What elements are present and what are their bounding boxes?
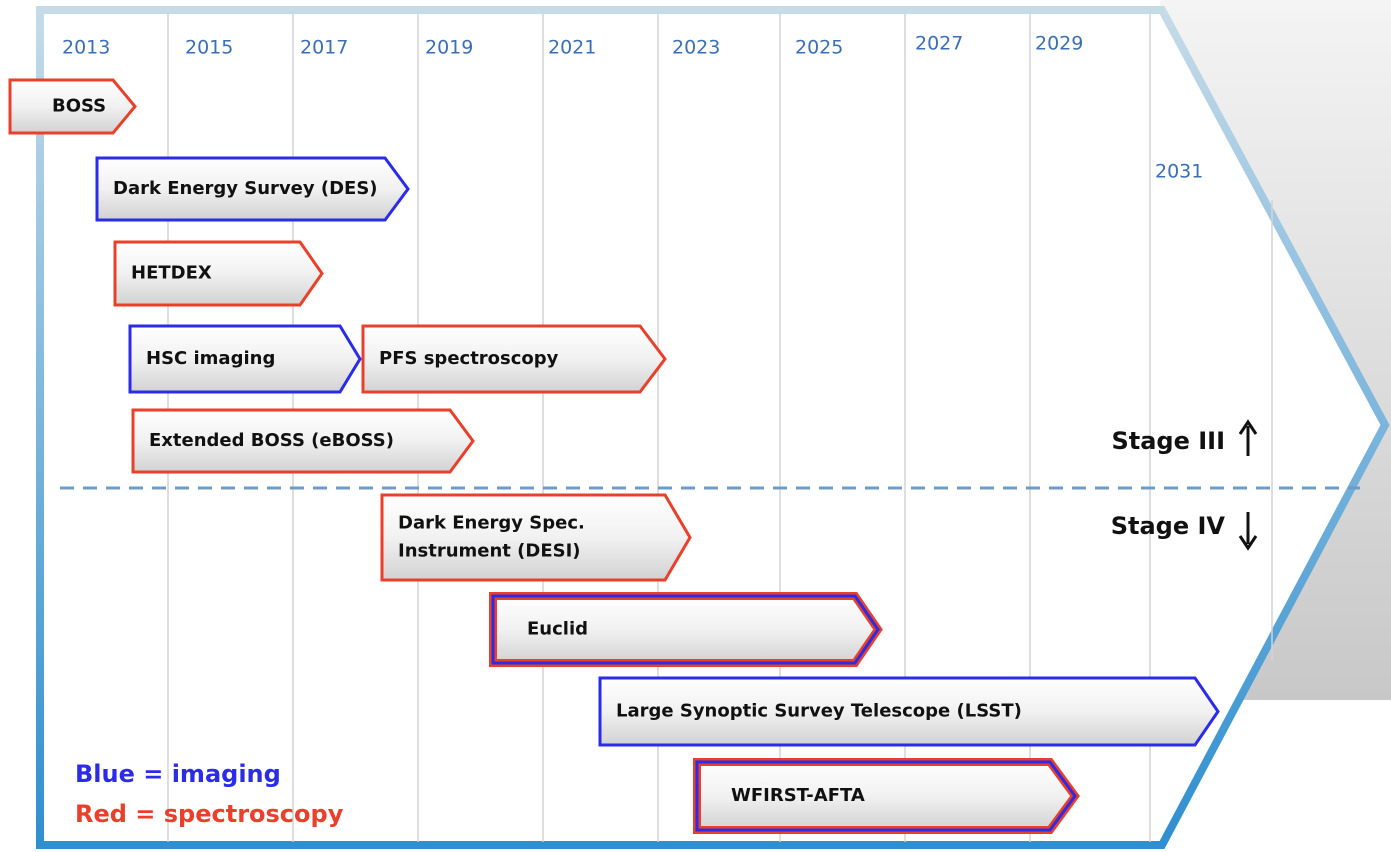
project-bar <box>380 493 692 582</box>
project-bar-inner <box>491 594 880 665</box>
project-label: Euclid <box>527 619 588 640</box>
project-bar-inner <box>695 760 1077 832</box>
project-label: Dark Energy Spec. <box>398 513 585 534</box>
project-label: Extended BOSS (eBOSS) <box>149 430 394 451</box>
project-label: WFIRST-AFTA <box>731 785 865 806</box>
project-bar <box>8 78 137 135</box>
year-label: 2031 <box>1155 161 1203 183</box>
legend-blue: Blue = imaging <box>75 760 281 788</box>
year-label: 2027 <box>915 33 963 55</box>
legend-red: Red = spectroscopy <box>75 800 344 828</box>
project-label: BOSS <box>52 96 106 117</box>
project-bar <box>598 676 1220 747</box>
year-label: 2015 <box>185 37 233 59</box>
project-bar <box>128 324 362 394</box>
project-label: Large Synoptic Survey Telescope (LSST) <box>616 701 1022 722</box>
project-bar <box>95 156 410 222</box>
project-label: Dark Energy Survey (DES) <box>113 178 378 199</box>
bars: BOSS Dark Energy Survey (DES) HETDEX HSC im… <box>8 78 1220 834</box>
project-label: Instrument (DESI) <box>398 541 581 562</box>
project-bar <box>131 408 475 474</box>
stage-label: Stage IV <box>1111 512 1226 540</box>
year-label: 2013 <box>62 37 110 59</box>
year-label: 2023 <box>672 37 720 59</box>
stage-label: Stage III <box>1111 427 1225 455</box>
year-label: 2019 <box>425 37 473 59</box>
arrow-down <box>1238 512 1258 551</box>
arrow-up <box>1238 419 1258 456</box>
year-label: 2017 <box>300 37 348 59</box>
year-label: 2021 <box>548 37 596 59</box>
year-label: 2025 <box>795 37 843 59</box>
year-label: 2029 <box>1035 33 1083 55</box>
project-label: PFS spectroscopy <box>379 348 559 369</box>
project-label: HSC imaging <box>146 348 275 369</box>
project-bar <box>113 240 324 307</box>
project-label: HETDEX <box>131 263 212 284</box>
project-bar <box>361 324 667 394</box>
